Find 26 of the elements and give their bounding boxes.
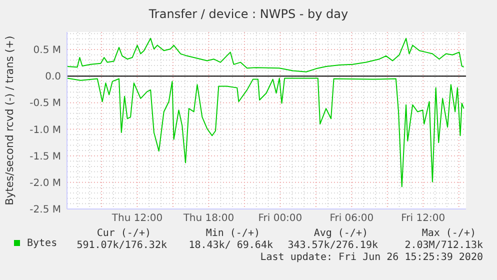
text: Avg (-/+) xyxy=(314,228,368,239)
x-tick-label: Fri 06:00 xyxy=(330,213,374,224)
x-tick-label: Thu 18:00 xyxy=(182,213,234,224)
text: 343.57k/276.19k xyxy=(288,240,378,251)
line-series xyxy=(67,78,464,188)
text: Min (-/+) xyxy=(206,228,260,239)
text: 591.07k/176.32k xyxy=(76,240,167,251)
text: 18.43k/ 69.64k xyxy=(188,240,273,251)
line-series xyxy=(67,38,464,72)
y-tick-label: -2.0 M xyxy=(30,178,61,189)
y-axis-title: Bytes/second rcvd (-) / trans (+) xyxy=(4,36,16,206)
y-tick-label: 0.0 xyxy=(45,72,61,83)
y-tick-label: -0.5 M xyxy=(30,98,61,110)
y-tick-label: -1.0 M xyxy=(30,124,61,136)
text: 2.03M/712.13k xyxy=(404,240,483,251)
text: Cur (-/+) xyxy=(96,228,151,239)
x-tick-label: Fri 00:00 xyxy=(258,213,302,224)
text: Max (-/+) xyxy=(422,228,476,239)
y-tick-label: 0.5 M xyxy=(33,45,61,56)
legend-label: Bytes xyxy=(27,238,58,249)
x-tick-label: Thu 12:00 xyxy=(110,213,163,224)
text: Last update: Fri Jun 26 15:25:39 2020 xyxy=(260,252,483,263)
chart-title: Transfer / device : NWPS - by day xyxy=(148,7,348,21)
x-tick-label: Fri 12:00 xyxy=(401,213,446,224)
y-tick-label: -1.5 M xyxy=(30,151,61,162)
y-tick-label: -2.5 M xyxy=(30,204,61,216)
